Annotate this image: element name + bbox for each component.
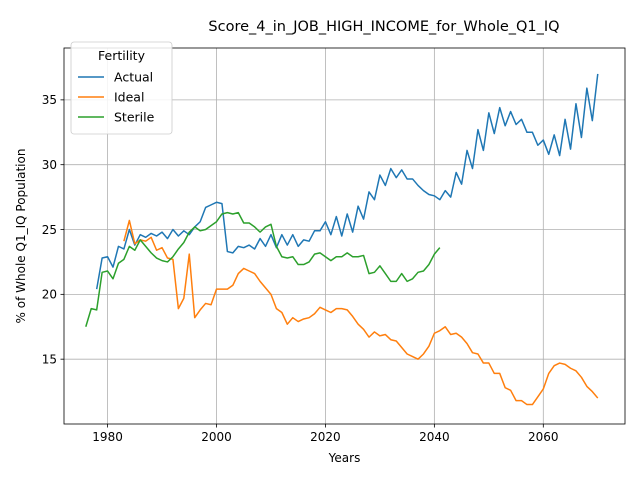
plot-frame [63, 47, 626, 425]
series-line-ideal [123, 219, 599, 406]
legend-label-ideal: Ideal [114, 90, 144, 105]
x-tick-label: 2040 [419, 430, 450, 444]
y-tick-label: 15 [42, 352, 57, 366]
x-tick-label: 2060 [528, 430, 559, 444]
x-tick-label: 2000 [201, 430, 232, 444]
legend-items: Actual Ideal Sterile [78, 70, 155, 125]
legend-title: Fertility [98, 48, 146, 63]
legend-label-actual: Actual [114, 70, 153, 85]
legend: Fertility Actual Ideal Sterile [70, 41, 173, 135]
y-tick-label: 35 [42, 93, 57, 107]
x-tick-label: 2020 [310, 430, 341, 444]
y-tick-label: 25 [42, 223, 57, 237]
axis-ticks: 1980 2000 2020 2040 2060 15 20 25 30 35 [42, 93, 559, 444]
legend-label-sterile: Sterile [114, 110, 155, 125]
legend-box [70, 41, 173, 135]
series-layer [85, 73, 599, 406]
x-tick-label: 1980 [92, 430, 123, 444]
gridlines [64, 48, 625, 424]
y-tick-label: 20 [42, 288, 57, 302]
series-line-sterile [85, 211, 441, 327]
x-axis-label: Years [328, 451, 361, 465]
chart-title: Score_4_in_JOB_HIGH_INCOME_for_Whole_Q1_… [208, 19, 559, 35]
y-axis-label: % of Whole Q1_IQ Population [14, 149, 28, 324]
y-tick-label: 30 [42, 158, 57, 172]
series-line-actual [95, 73, 599, 290]
